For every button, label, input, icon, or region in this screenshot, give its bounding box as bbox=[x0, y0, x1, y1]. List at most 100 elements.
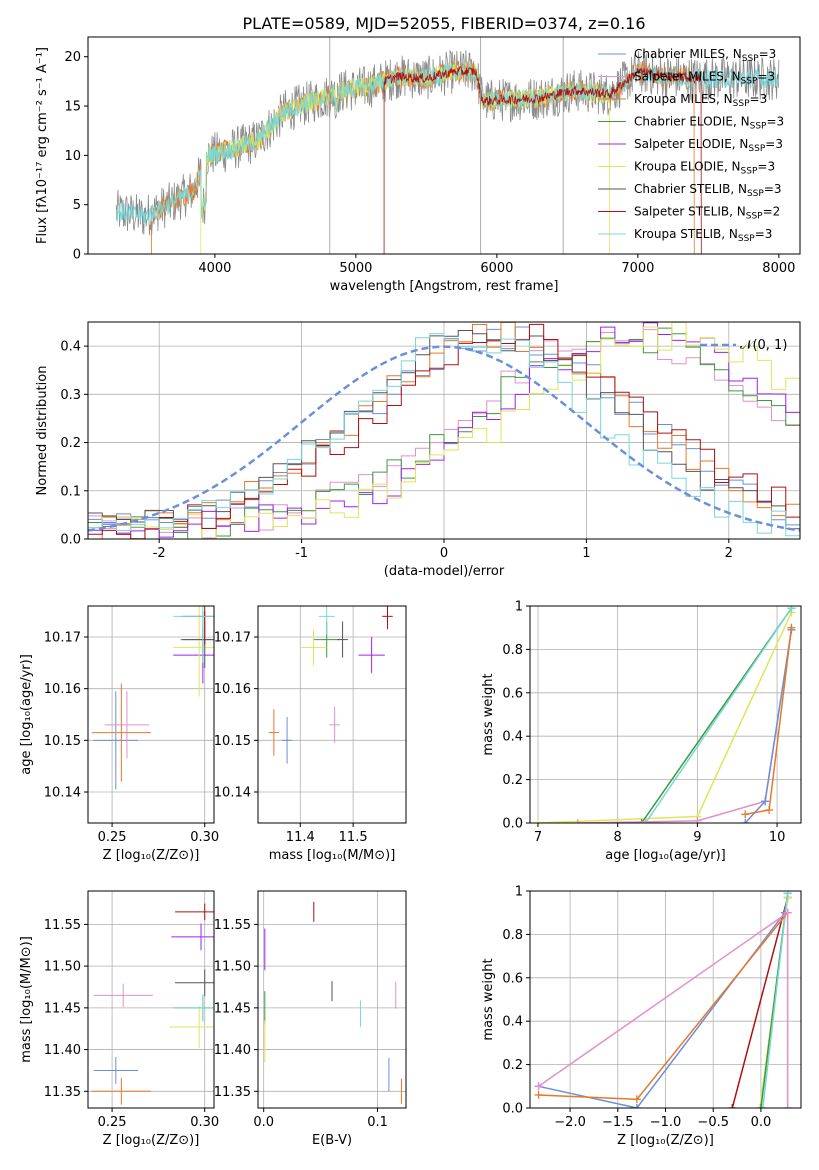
x-tick-label: 0.25 bbox=[98, 830, 127, 845]
y-tick-label: 0.0 bbox=[502, 1102, 523, 1117]
x-axis-label: Z [log₁₀(Z/Z⊙)] bbox=[103, 1133, 200, 1148]
plot-area bbox=[264, 901, 402, 1104]
x-tick-label: 4000 bbox=[198, 261, 231, 276]
y-tick-label: 11.40 bbox=[44, 1043, 81, 1058]
mass-weight-line-salpeter_stelib bbox=[731, 897, 789, 1108]
plot-area bbox=[115, 37, 780, 254]
panel-mass_weight_age: 7 8 9 10 0.0 0.2 0.4 0.6 0.8 1 age [log₁₀(age/yr)]… bbox=[481, 600, 802, 863]
legend-label-chabrier_stelib: Chabrier STELIB, NSSP=3 bbox=[634, 182, 782, 199]
histogram-salpeter_stelib bbox=[88, 323, 800, 539]
x-tick-label: 0.30 bbox=[190, 830, 219, 845]
x-tick-label: 6000 bbox=[480, 261, 513, 276]
y-tick-label: 10.14 bbox=[44, 786, 81, 801]
mass-weight-line-chabrier_miles bbox=[744, 629, 793, 823]
y-tick-label: 0.6 bbox=[502, 686, 523, 701]
y-tick-label: 10.15 bbox=[214, 734, 251, 749]
y-tick-label: 11.40 bbox=[214, 1043, 251, 1058]
legend: Chabrier MILES, NSSP=3 Salpeter MILES, NS… bbox=[598, 47, 784, 244]
y-tick-label: 10.15 bbox=[44, 734, 81, 749]
y-tick-label: 0.8 bbox=[502, 643, 523, 658]
y-tick-label: 11.35 bbox=[44, 1085, 81, 1100]
y-tick-label: 0.3 bbox=[60, 388, 81, 403]
x-tick-label: 11.4 bbox=[286, 830, 315, 845]
x-tick-label: 7000 bbox=[621, 261, 654, 276]
x-tick-label: −1.0 bbox=[650, 1115, 682, 1130]
panel-age_vs_z: 0.25 0.30 10.14 10.15 10.16 10.17 Z [log₁₀(Z/Z… bbox=[19, 605, 219, 863]
plot-area bbox=[91, 606, 214, 790]
y-tick-label: 10.14 bbox=[214, 786, 251, 801]
y-tick-label: 0.8 bbox=[502, 928, 523, 943]
axes-frame bbox=[529, 890, 802, 1109]
y-tick-label: 5 bbox=[73, 198, 81, 213]
y-axis-label: Normed distribution bbox=[35, 366, 50, 496]
y-tick-label: 10.16 bbox=[44, 682, 81, 697]
x-tick-label: 10 bbox=[769, 830, 786, 845]
y-axis-label: Flux [fλ10⁻¹⁷ erg cm⁻² s⁻¹ A⁻¹] bbox=[35, 47, 50, 244]
x-axis-label: Z [log₁₀(Z/Z⊙)] bbox=[617, 1133, 714, 1148]
mass-weight-line-kroupa_stelib bbox=[762, 893, 789, 1108]
y-tick-label: 11.45 bbox=[44, 1001, 81, 1016]
x-tick-label: −1.5 bbox=[602, 1115, 634, 1130]
y-tick-label: 0.4 bbox=[502, 730, 523, 745]
plot-area bbox=[91, 903, 214, 1105]
y-tick-label: 15 bbox=[64, 100, 81, 115]
x-axis-label: Z [log₁₀(Z/Z⊙)] bbox=[103, 848, 200, 863]
x-tick-label: 5000 bbox=[339, 261, 372, 276]
y-tick-label: 0.2 bbox=[60, 436, 81, 451]
mass-weight-line-salpeter_miles bbox=[577, 629, 793, 823]
x-tick-label: 9 bbox=[693, 830, 701, 845]
mass-weight-line-kroupa_stelib bbox=[644, 607, 793, 823]
y-tick-label: 0.2 bbox=[502, 1058, 523, 1073]
y-tick-label: 11.55 bbox=[214, 918, 251, 933]
y-axis-label: age [log₁₀(age/yr)] bbox=[19, 654, 34, 775]
x-tick-label: 7 bbox=[534, 830, 542, 845]
x-tick-label: -1 bbox=[295, 546, 308, 561]
x-axis-label: (data-model)/error bbox=[384, 564, 505, 579]
gaussian-reference bbox=[88, 345, 800, 532]
legend-label-gaussian: 𝒩(0, 1) bbox=[740, 338, 787, 353]
axes-frame bbox=[257, 605, 407, 824]
y-tick-label: 20 bbox=[64, 50, 81, 65]
y-tick-label: 0.6 bbox=[502, 971, 523, 986]
x-tick-label: 0.30 bbox=[190, 1115, 219, 1130]
mass-weight-line-kroupa_miles bbox=[745, 627, 793, 816]
x-tick-label: 1 bbox=[582, 546, 590, 561]
y-tick-label: 11.35 bbox=[214, 1085, 251, 1100]
y-tick-label: 10.17 bbox=[44, 631, 81, 646]
x-axis-label: mass [log₁₀(M/M⊙)] bbox=[269, 848, 396, 863]
histogram-chabrier_miles bbox=[88, 326, 800, 528]
y-axis-label: mass weight bbox=[481, 958, 496, 1040]
mass-weight-line-kroupa_miles bbox=[538, 912, 789, 1101]
y-tick-label: 0.2 bbox=[502, 773, 523, 788]
y-tick-label: 0.4 bbox=[502, 1015, 523, 1030]
panel-mass_vs_ebv: 0.0 0.1 11.35 11.40 11.45 11.50 11.55 E(B-V) bbox=[214, 890, 407, 1148]
panel-mass_weight_z: −2.0 −1.5 −1.0 −0.5 0.0 0.0 0.2 0.4 0.6 0.8 1 Z [lo… bbox=[481, 885, 802, 1148]
legend-label-kroupa_miles: Kroupa MILES, NSSP=3 bbox=[634, 92, 767, 109]
panel-mass_vs_z: 0.25 0.30 11.35 11.40 11.45 11.50 11.55 Z [log₁… bbox=[19, 890, 219, 1148]
y-axis-label: mass weight bbox=[481, 673, 496, 755]
axes-frame bbox=[87, 605, 215, 824]
panel-residuals: -2 -1 0 1 2 0.0 0.1 0.2 0.3 0.4 (data-model)/error… bbox=[35, 321, 801, 579]
y-tick-label: 10.17 bbox=[214, 631, 251, 646]
x-tick-label: 11.5 bbox=[339, 830, 368, 845]
histogram-kroupa_stelib bbox=[88, 333, 800, 537]
axes-frame bbox=[87, 321, 801, 540]
x-tick-label: 0.0 bbox=[253, 1115, 274, 1130]
y-tick-label: 11.55 bbox=[44, 918, 81, 933]
axes-frame bbox=[529, 605, 802, 824]
y-tick-label: 0.4 bbox=[60, 340, 81, 355]
y-tick-label: 0 bbox=[73, 248, 81, 263]
x-axis-label: E(B-V) bbox=[312, 1133, 352, 1148]
y-tick-label: 11.45 bbox=[214, 1001, 251, 1016]
y-axis-label: mass [log₁₀(M/M⊙)] bbox=[19, 936, 34, 1063]
axes-frame bbox=[257, 890, 407, 1109]
y-tick-label: 10 bbox=[64, 149, 81, 164]
legend-label-kroupa_stelib: Kroupa STELIB, NSSP=3 bbox=[634, 227, 772, 244]
y-tick-label: 11.50 bbox=[214, 960, 251, 975]
y-tick-label: 10.16 bbox=[214, 682, 251, 697]
y-tick-label: 0.1 bbox=[60, 484, 81, 499]
x-tick-label: 0.1 bbox=[367, 1115, 388, 1130]
legend-label-salpeter_stelib: Salpeter STELIB, NSSP=2 bbox=[634, 205, 780, 222]
legend-label-chabrier_miles: Chabrier MILES, NSSP=3 bbox=[634, 47, 776, 64]
